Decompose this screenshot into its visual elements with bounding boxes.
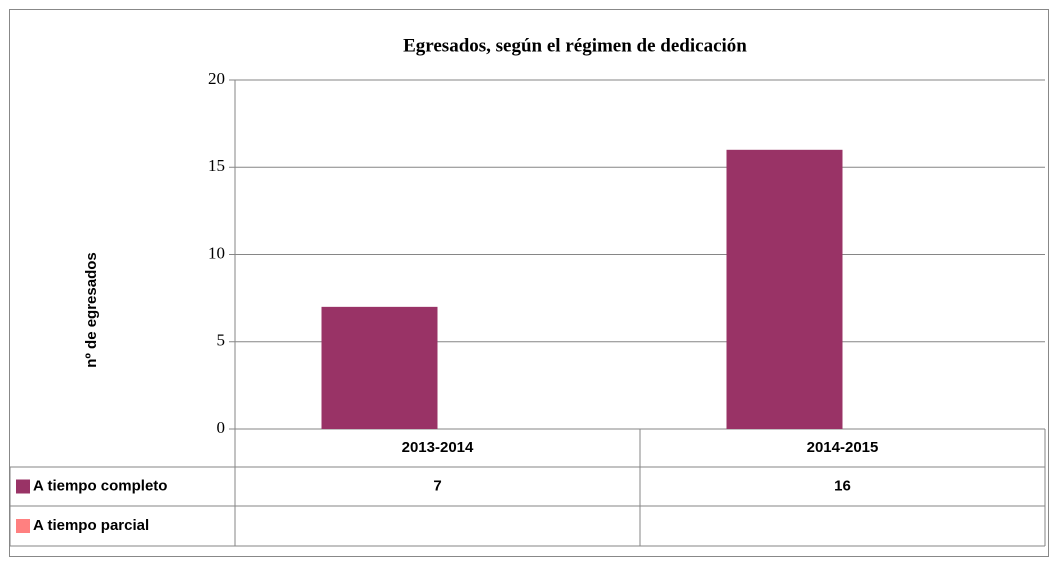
legend-swatch [16, 519, 30, 533]
table-value: 16 [834, 477, 851, 494]
x-tick-label: 2014-2015 [807, 439, 879, 456]
y-tick-label: 15 [208, 156, 225, 175]
bar [321, 306, 438, 429]
chart-border [9, 9, 1049, 557]
y-axis-label: nº de egresados [83, 252, 100, 368]
legend-swatch [16, 479, 30, 494]
bar [726, 149, 843, 430]
y-tick-label: 10 [208, 243, 225, 262]
legend-label: A tiempo completo [33, 477, 167, 494]
chart-title: Egresados, según el régimen de dedicació… [403, 35, 747, 56]
legend-label: A tiempo parcial [33, 517, 149, 534]
y-tick-label: 20 [208, 69, 225, 88]
x-tick-label: 2013-2014 [402, 439, 474, 456]
y-tick-label: 5 [217, 331, 226, 350]
y-tick-label: 0 [217, 418, 226, 437]
table-value: 7 [433, 477, 441, 494]
